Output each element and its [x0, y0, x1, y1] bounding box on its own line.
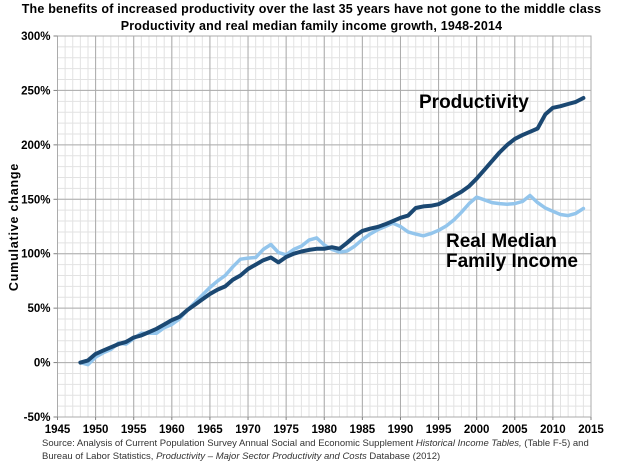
- series-line-real-median-family-income: [78, 193, 586, 367]
- y-tick-label: 50%: [27, 303, 50, 315]
- x-tick-label: 1945: [45, 424, 71, 436]
- x-tick-label: 2000: [464, 424, 490, 436]
- y-tick-label: 0%: [34, 358, 51, 370]
- source-citation: Source: Analysis of Current Population S…: [42, 437, 612, 463]
- chart-title: The benefits of increased productivity o…: [21, 2, 602, 16]
- x-tick-label: 1960: [159, 424, 185, 436]
- chart-subtitle: Productivity and real median family inco…: [120, 19, 503, 33]
- x-tick-label: 2010: [540, 424, 566, 436]
- x-tick-label: 2005: [502, 424, 528, 436]
- x-tick-label: 1975: [273, 424, 299, 436]
- y-tick-label: 250%: [21, 85, 50, 97]
- x-tick-label: 1965: [197, 424, 223, 436]
- y-tick-label: 300%: [21, 31, 50, 43]
- productivity-series-label: Productivity: [419, 92, 529, 113]
- source-line-1: Source: Analysis of Current Population S…: [42, 438, 589, 449]
- x-tick-label: 2015: [578, 424, 604, 436]
- x-tick-label: 1950: [83, 424, 109, 436]
- x-tick-label: 1990: [388, 424, 414, 436]
- source-line-2: Bureau of Labor Statistics, Productivity…: [42, 451, 441, 462]
- y-tick-label: 200%: [21, 140, 50, 152]
- income-series-label-line1: Real Median: [446, 231, 557, 252]
- y-tick-label: 150%: [21, 194, 50, 206]
- x-tick-label: 1955: [121, 424, 147, 436]
- x-tick-label: 1980: [311, 424, 337, 436]
- x-tick-label: 1970: [235, 424, 261, 436]
- series-line-productivity: [78, 96, 586, 365]
- income-series-label-line2: Family Income: [446, 251, 578, 272]
- x-tick-label: 1985: [350, 424, 376, 436]
- y-tick-label: -50%: [24, 412, 51, 424]
- income-series-label: Real Median Family Income: [446, 232, 578, 272]
- y-tick-label: 100%: [21, 249, 50, 261]
- x-tick-label: 1995: [426, 424, 452, 436]
